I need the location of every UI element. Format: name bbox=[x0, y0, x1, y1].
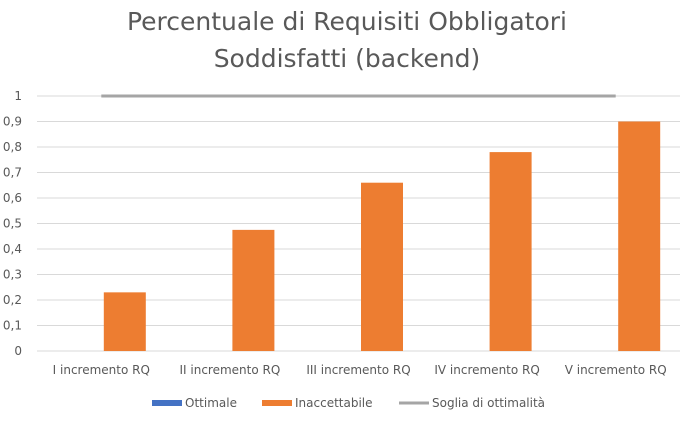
x-axis-tick-labels: I incremento RQ II incremento RQ III incre… bbox=[53, 363, 667, 377]
bar-inaccettabile bbox=[103, 292, 146, 351]
y-tick-label: 1 bbox=[14, 89, 22, 103]
x-tick-label: I incremento RQ bbox=[53, 363, 150, 377]
legend-swatch bbox=[262, 400, 292, 406]
chart-title-line-2: Soddisfatti (backend) bbox=[214, 44, 481, 73]
y-tick-label: 0,6 bbox=[3, 191, 22, 205]
chart-title-line-1: Percentuale di Requisiti Obbligatori bbox=[127, 7, 567, 36]
y-tick-label: 0,7 bbox=[3, 166, 22, 180]
x-tick-label: IV incremento RQ bbox=[434, 363, 539, 377]
bar-inaccettabile bbox=[232, 229, 275, 351]
bar-inaccettabile bbox=[618, 121, 661, 351]
x-tick-label: II incremento RQ bbox=[179, 363, 280, 377]
x-tick-label: III incremento RQ bbox=[306, 363, 410, 377]
y-tick-label: 0,5 bbox=[3, 217, 22, 231]
y-tick-label: 0 bbox=[14, 344, 22, 358]
bar-inaccettabile bbox=[489, 152, 532, 351]
y-tick-label: 0,1 bbox=[3, 319, 22, 333]
x-tick-label: V incremento RQ bbox=[565, 363, 667, 377]
legend-label: Soglia di ottimalità bbox=[432, 396, 545, 410]
y-tick-label: 0,8 bbox=[3, 140, 22, 154]
legend: Ottimale Inaccettabile Soglia di ottimalit… bbox=[152, 396, 545, 410]
y-tick-label: 0,2 bbox=[3, 293, 22, 307]
y-tick-label: 0,3 bbox=[3, 268, 22, 282]
y-tick-label: 0,9 bbox=[3, 115, 22, 129]
y-axis-tick-labels: 0 0,1 0,2 0,3 0,4 0,5 0,6 0,7 0,8 0,9 1 bbox=[3, 89, 22, 358]
bars bbox=[103, 121, 661, 351]
legend-label: Inaccettabile bbox=[295, 396, 373, 410]
y-tick-label: 0,4 bbox=[3, 242, 22, 256]
bar-inaccettabile bbox=[361, 182, 403, 351]
legend-label: Ottimale bbox=[185, 396, 237, 410]
legend-swatch bbox=[152, 400, 182, 406]
